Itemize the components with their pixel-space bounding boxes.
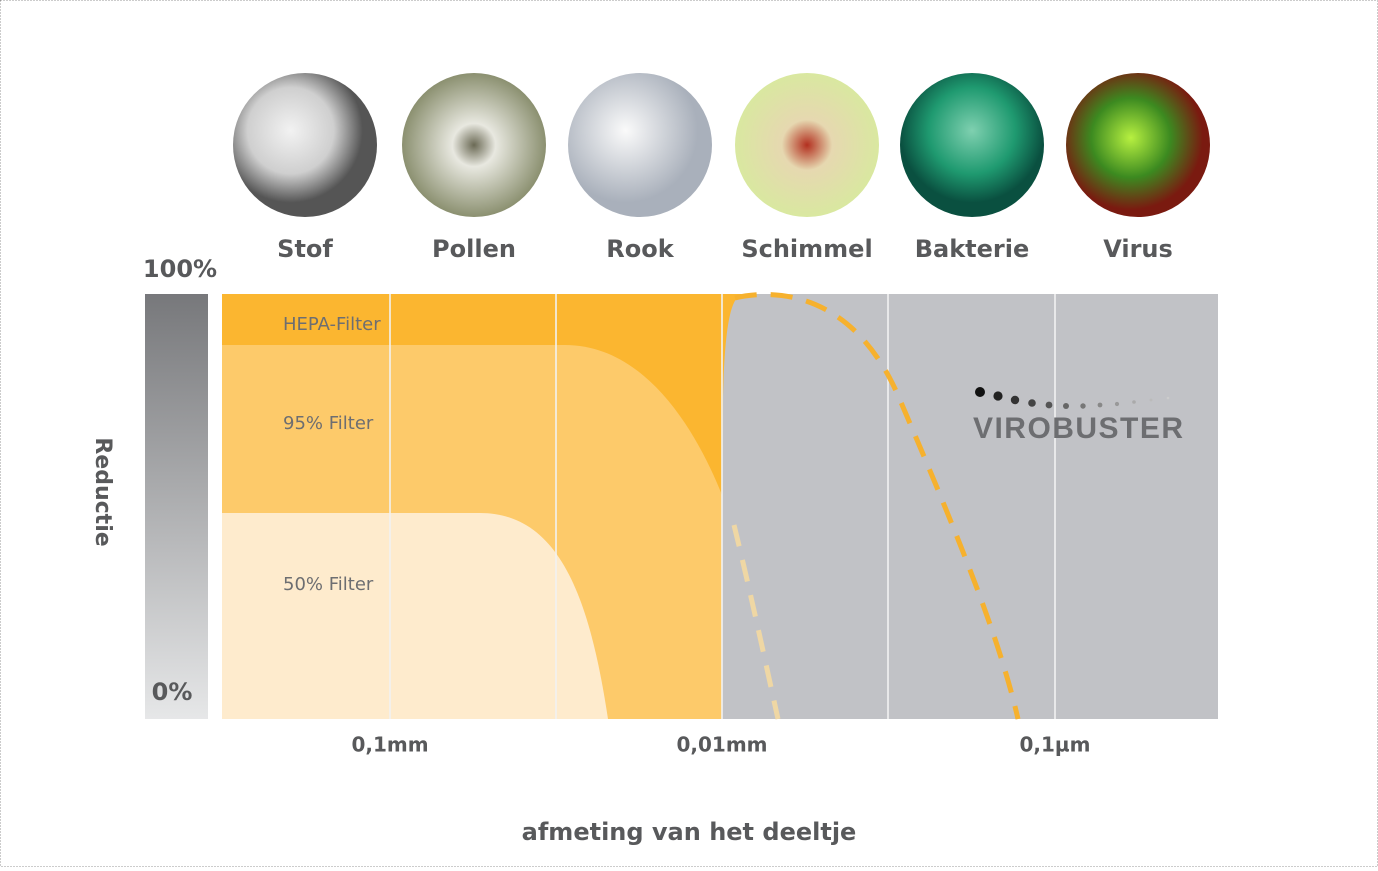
x-axis-title: afmeting van het deeltje [522,818,857,846]
category-label: Virus [1103,235,1173,263]
logo-dot [1080,403,1085,408]
infographic: Stof Pollen Rook Schimmel Bakterie Virus… [0,0,1378,867]
image-virus [1066,73,1210,217]
logo-dot [1098,403,1103,408]
category-images [233,73,1210,217]
image-rook [568,73,712,217]
image-pollen [402,73,546,217]
image-stof [233,73,377,217]
reduction-bar [145,294,208,719]
logo-dot [1132,400,1136,404]
filter-label: 95% Filter [283,413,374,434]
logo-dot [1063,403,1069,409]
category-label: Rook [606,235,674,263]
logo-dot [1167,397,1170,400]
filter-label: HEPA-Filter [283,314,381,335]
category-label: Schimmel [741,235,872,263]
logo-dot [975,387,985,397]
logo-text: VIROBUSTER [973,412,1183,445]
logo-dot [1046,402,1053,409]
x-label: 0,1mm [351,733,428,757]
x-label: 0,01mm [676,733,767,757]
logo-dot [1011,396,1019,404]
plot: HEPA-Filter 95% Filter 50% Filter [222,294,1218,719]
logo-dot [1150,399,1153,402]
category-label: Pollen [432,235,516,263]
y-axis-title: Reductie [90,437,115,546]
logo-dot [1115,402,1119,406]
image-bakterie [900,73,1044,217]
x-label: 0,1µm [1020,733,1091,757]
y-top-label: 100% [143,255,217,283]
logo-dot [993,391,1002,400]
y-bottom-label: 0% [152,678,193,706]
category-label: Stof [277,235,333,263]
image-schimmel [735,73,879,217]
logo-dot [1028,399,1036,407]
filter-label: 50% Filter [283,574,374,595]
category-label: Bakterie [915,235,1030,263]
